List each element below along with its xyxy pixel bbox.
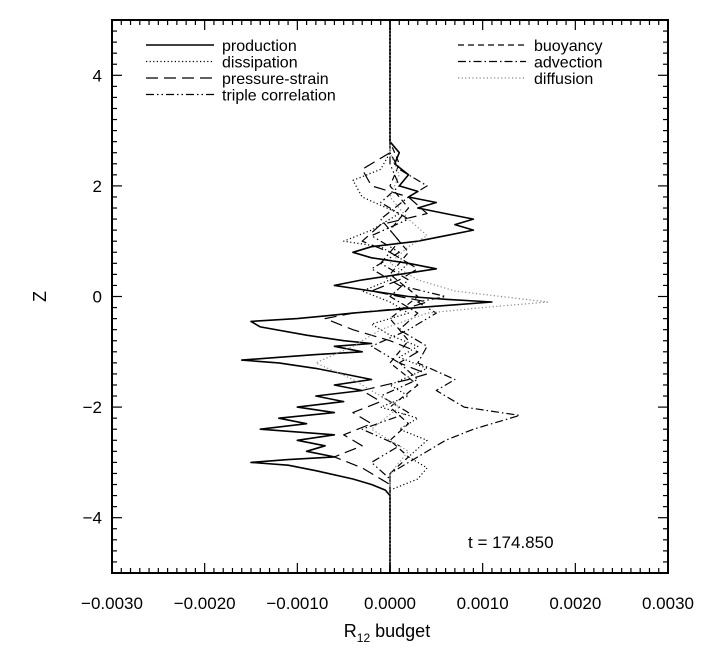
y-tick-label: −4 — [83, 509, 102, 528]
series-line-triple-correlation — [361, 20, 447, 573]
y-tick-label: 0 — [93, 288, 102, 307]
legend-label: production — [222, 38, 297, 55]
y-tick-label: 2 — [93, 177, 102, 196]
series-line-production — [240, 20, 493, 573]
series-line-dissipation — [343, 20, 428, 573]
legend-label: dissipation — [222, 55, 298, 72]
legend-label: pressure-strain — [222, 71, 329, 88]
legend-item-dissipation: dissipation — [146, 55, 298, 72]
y-axis-title: Z — [30, 291, 50, 302]
legend-label: advection — [534, 55, 603, 72]
legend-item-diffusion: diffusion — [458, 71, 593, 88]
legend-item-buoyancy: buoyancy — [458, 38, 603, 55]
x-axis-title-rest: budget — [370, 621, 430, 641]
legend: productiondissipationpressure-straintrip… — [146, 38, 603, 105]
legend-label: triple correlation — [222, 88, 336, 105]
x-tick-label: 0.0000 — [364, 594, 416, 613]
legend-item-triple-correlation: triple correlation — [146, 88, 336, 105]
legend-item-advection: advection — [458, 55, 603, 72]
x-tick-label: 0.0020 — [549, 594, 601, 613]
ticks-layer: −0.0030 −0.0020 −0.0010 0.0000 0.0010 0.0020 0… — [81, 19, 694, 613]
x-tick-label: −0.0010 — [266, 594, 328, 613]
x-tick-label: −0.0030 — [81, 594, 143, 613]
y-tick-label: 4 — [93, 66, 102, 85]
legend-label: diffusion — [534, 71, 593, 88]
x-tick-label: 0.0010 — [457, 594, 509, 613]
x-tick-label: −0.0020 — [174, 594, 236, 613]
y-tick-label: −2 — [83, 398, 102, 417]
series-line-pressure-strain — [324, 20, 428, 573]
x-tick-label: 0.0030 — [642, 594, 694, 613]
x-axis-title-main: R — [344, 621, 357, 641]
legend-label: buoyancy — [534, 38, 603, 55]
series-line-buoyancy — [389, 20, 419, 573]
series-line-diffusion — [315, 20, 549, 573]
time-annotation: t = 174.850 — [468, 533, 554, 552]
x-axis-title-subscript: 12 — [357, 631, 371, 645]
legend-item-production: production — [146, 38, 297, 55]
legend-item-pressure-strain: pressure-strain — [146, 71, 329, 88]
series-layer — [240, 20, 549, 573]
x-axis-title: R12 budget — [344, 621, 430, 645]
